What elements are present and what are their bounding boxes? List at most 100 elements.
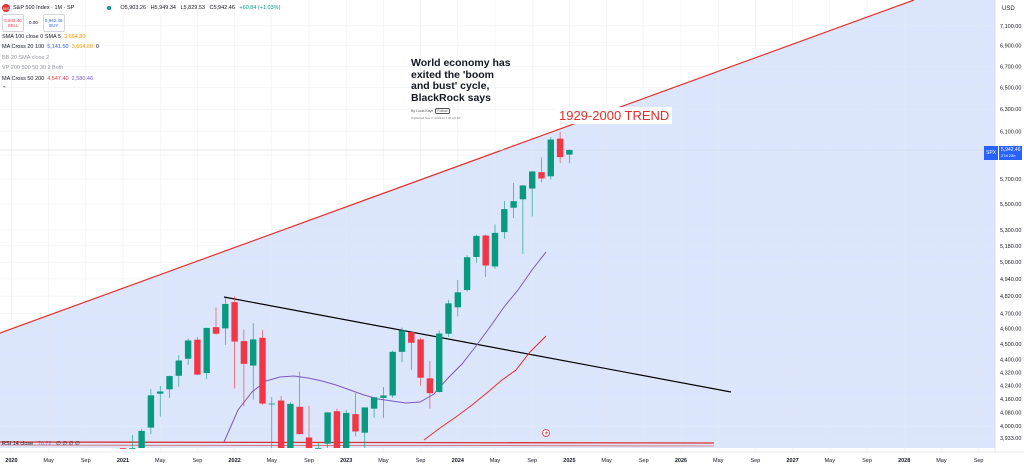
- time-axis-panel[interactable]: [0, 452, 1024, 466]
- candle[interactable]: [287, 402, 294, 448]
- y-tick-label: 4,400.00: [1000, 358, 1021, 364]
- ohlc-close: C5,942.46: [209, 5, 235, 12]
- candle[interactable]: [352, 392, 359, 437]
- indicator-ma-cross-50-200[interactable]: MA Cross 50 200 4,547.40 2,580.46: [2, 74, 283, 85]
- candle[interactable]: [426, 360, 434, 409]
- news-clipping: World economy has exited the 'boom and b…: [411, 57, 515, 120]
- candle[interactable]: [296, 371, 303, 435]
- candle-body: [324, 412, 331, 444]
- candle[interactable]: [203, 327, 210, 380]
- candlestick-series[interactable]: [119, 131, 573, 449]
- x-tick-label: May: [490, 458, 501, 464]
- candle[interactable]: [305, 405, 313, 448]
- ohlc-change: +60.84 (+1.03%): [239, 5, 281, 12]
- x-tick-label: May: [267, 458, 278, 464]
- candle[interactable]: [510, 182, 517, 218]
- candle[interactable]: [333, 408, 341, 448]
- candle[interactable]: [119, 448, 127, 449]
- candle[interactable]: [436, 330, 443, 393]
- candle[interactable]: [194, 336, 201, 375]
- indicator-sma100[interactable]: SMA 100 close 0 SMA 5 3,664.80: [2, 32, 283, 43]
- candle[interactable]: [315, 442, 322, 449]
- candle[interactable]: [259, 329, 266, 405]
- candle[interactable]: [212, 307, 220, 335]
- indicator-name: MA Cross 50 200: [2, 75, 45, 82]
- candle[interactable]: [175, 355, 182, 387]
- y-tick-label: 7,100.00: [1000, 24, 1021, 30]
- indicator-value: 2,580.46: [71, 75, 94, 82]
- candle[interactable]: [556, 131, 564, 164]
- candle[interactable]: [547, 137, 554, 180]
- rsi-legend[interactable]: RSI 14 close 70.72 ∅ ∅ ∅ ∅: [2, 441, 80, 447]
- candle[interactable]: [398, 327, 406, 363]
- x-tick-label: 2021: [117, 458, 129, 464]
- candle-body: [556, 138, 564, 158]
- candle[interactable]: [222, 297, 229, 345]
- candle[interactable]: [408, 331, 415, 371]
- candle[interactable]: [268, 397, 275, 448]
- rsi-value: 70.72: [37, 441, 52, 447]
- candle[interactable]: [445, 300, 452, 337]
- indicator-ma-cross-20-100[interactable]: MA Cross 20 100 5,141.50 3,664.80 0: [2, 42, 283, 53]
- candle[interactable]: [147, 389, 155, 435]
- y-tick-label: 6,100.00: [1000, 130, 1021, 136]
- candle[interactable]: [380, 387, 387, 418]
- buy-price: 5,942.46: [45, 17, 63, 23]
- candle[interactable]: [463, 255, 471, 292]
- candle[interactable]: [482, 234, 489, 277]
- candle[interactable]: [250, 323, 257, 400]
- candle-body: [259, 337, 266, 404]
- candle[interactable]: [529, 170, 536, 217]
- indicator-bb[interactable]: BB 20 SMA close 2: [2, 53, 283, 64]
- candle[interactable]: [417, 337, 424, 386]
- indicator-vp[interactable]: VP 200 500 50 30 2 Both: [2, 63, 283, 74]
- candle-body: [408, 332, 415, 343]
- chevron-up-icon[interactable]: ⌃: [2, 86, 7, 93]
- ohlc-high: H5,949.34: [150, 5, 176, 12]
- candle[interactable]: [129, 434, 136, 449]
- badge-symbol: SPX: [984, 146, 999, 160]
- trend-line-1929-2000[interactable]: [0, 0, 915, 334]
- legend-symbol-row[interactable]: 500 S&P 500 Index · 1M · SP O5,903.26 H5…: [2, 3, 283, 14]
- candle-body: [566, 150, 573, 155]
- candle[interactable]: [184, 338, 192, 365]
- badge-countdown: 27d 23h: [1001, 153, 1016, 158]
- candle[interactable]: [491, 224, 499, 269]
- legend-collapse-row[interactable]: ⌃: [2, 84, 283, 95]
- rsi-guide-line-2: [0, 444, 715, 447]
- candle[interactable]: [157, 385, 164, 417]
- x-tick-label: 2027: [786, 458, 798, 464]
- candle-body: [380, 395, 387, 398]
- y-tick-label: 4,240.00: [1000, 384, 1021, 390]
- candle[interactable]: [277, 395, 285, 448]
- candle[interactable]: [538, 157, 545, 183]
- candle-body: [212, 327, 220, 334]
- indicator-name: MA Cross 20 100: [2, 44, 45, 51]
- candle[interactable]: [501, 201, 508, 239]
- candle[interactable]: [454, 280, 461, 317]
- candle[interactable]: [361, 407, 368, 448]
- candle[interactable]: [231, 296, 238, 389]
- candle[interactable]: [566, 149, 573, 164]
- sell-button[interactable]: 5,942.46 SELL: [2, 13, 24, 32]
- candle[interactable]: [324, 412, 331, 448]
- candle[interactable]: [389, 350, 396, 398]
- candle[interactable]: [370, 397, 378, 418]
- candle[interactable]: [166, 375, 173, 399]
- trend-annotation-label[interactable]: 1929-2000 TREND: [556, 107, 673, 124]
- candle-body: [287, 403, 294, 448]
- candle[interactable]: [519, 185, 527, 254]
- candle[interactable]: [138, 429, 145, 448]
- candle-body: [315, 448, 322, 449]
- y-tick-label: 5,700.00: [1000, 177, 1021, 183]
- candle[interactable]: [343, 409, 350, 448]
- candle[interactable]: [240, 329, 248, 407]
- x-tick-label: Sep: [639, 458, 649, 464]
- flash-icon[interactable]: [542, 429, 550, 437]
- buy-button[interactable]: 5,942.46 BUY: [42, 13, 65, 32]
- currency-label[interactable]: USD: [1002, 6, 1015, 12]
- symbol-title[interactable]: S&P 500 Index · 1M · SP: [13, 5, 75, 12]
- candle[interactable]: [473, 234, 480, 263]
- price-axis-panel[interactable]: [995, 0, 1024, 452]
